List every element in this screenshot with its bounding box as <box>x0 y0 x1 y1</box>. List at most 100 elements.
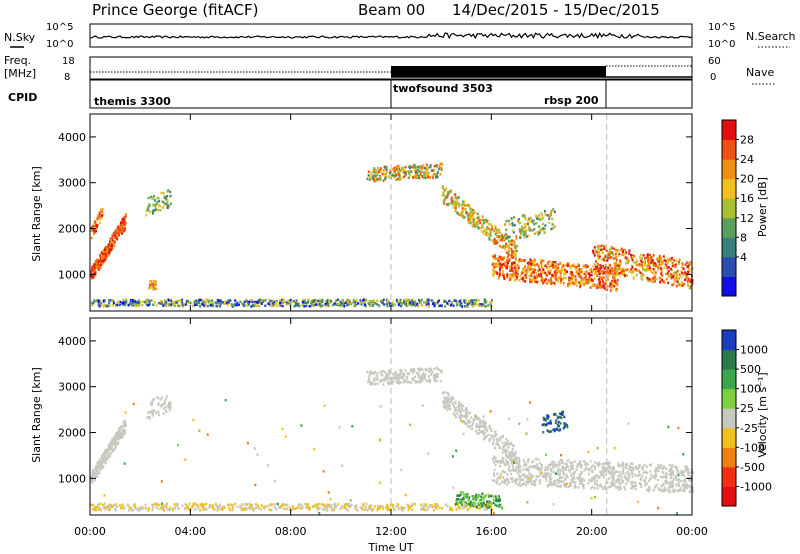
velocity-cell <box>101 454 104 457</box>
power-cell <box>362 301 365 305</box>
freq-label-line1: Freq. <box>4 54 31 67</box>
velocity-cell <box>90 479 93 483</box>
power-cell <box>645 269 648 272</box>
velocity-cell <box>574 481 577 484</box>
power-cell <box>434 173 437 176</box>
velocity-cell <box>519 471 522 474</box>
velocity-cell <box>604 486 607 490</box>
velocity-cell <box>543 468 546 472</box>
velocity-cell <box>370 370 373 373</box>
velocity-cell <box>110 440 113 444</box>
power-cell <box>577 263 580 266</box>
velocity-cell <box>616 470 619 473</box>
velocity-cell <box>103 502 106 506</box>
power-cell <box>528 263 531 266</box>
power-cell <box>503 239 506 242</box>
velocity-cell <box>570 465 572 469</box>
velocity-cell <box>383 379 386 382</box>
velocity-cell <box>364 507 367 510</box>
velocity-cell <box>108 455 111 458</box>
velocity-cell <box>597 462 600 465</box>
velocity-cell <box>480 424 483 428</box>
velocity-cell <box>492 441 495 445</box>
velocity-cell <box>403 372 406 376</box>
power-cell <box>505 251 508 254</box>
power-cell <box>467 221 470 224</box>
velocity-cell <box>562 479 565 483</box>
velocity-cell <box>157 410 160 413</box>
power-cell <box>663 281 666 284</box>
velocity-cell <box>676 489 679 492</box>
velocity-cell <box>155 506 158 509</box>
velocity-cell <box>106 451 109 454</box>
velocity-cell <box>606 462 609 466</box>
power-cell <box>568 264 571 268</box>
power-cell <box>506 255 509 259</box>
power-cell <box>318 298 321 302</box>
noise-panel-frame <box>89 23 693 48</box>
power-cell <box>454 209 457 213</box>
power-cell <box>594 268 597 271</box>
velocity-cell <box>550 478 553 481</box>
power-cell <box>601 251 604 255</box>
velocity-cell <box>98 506 101 510</box>
velocity-cell <box>304 502 307 506</box>
velocity-cell <box>370 504 373 507</box>
velocity-cell <box>152 504 155 507</box>
velocity-cell <box>108 508 111 511</box>
velocity-cell <box>598 476 601 480</box>
power-cell <box>393 166 396 170</box>
power-cell <box>557 263 560 266</box>
power-cell <box>551 281 553 284</box>
velocity-cell <box>468 421 471 424</box>
power-cell <box>169 303 172 307</box>
power-cell <box>568 276 571 279</box>
power-cell <box>645 256 648 259</box>
velocity-cell <box>600 471 603 474</box>
power-cell <box>672 274 675 277</box>
colorbar-segment <box>722 237 736 258</box>
power-cell <box>106 246 109 249</box>
velocity-cell <box>555 463 558 467</box>
power-cell <box>444 196 447 199</box>
velocity-cell <box>515 459 518 462</box>
power-cell <box>522 279 525 282</box>
velocity-cell <box>558 477 561 480</box>
power-cell <box>518 221 520 225</box>
power-cell <box>167 189 170 192</box>
velocity-cell <box>525 468 527 471</box>
velocity-cell <box>493 468 496 472</box>
power-cell <box>512 231 515 234</box>
velocity-cell <box>107 506 110 510</box>
power-cell <box>651 280 654 284</box>
velocity-cell <box>368 378 371 382</box>
velocity-cell <box>532 483 535 486</box>
velocity-cell <box>611 471 614 474</box>
power-cell <box>648 278 651 281</box>
velocity-cell <box>678 484 681 487</box>
power-cell <box>648 256 651 260</box>
power-cell <box>207 301 210 305</box>
power-cell <box>179 299 182 302</box>
power-cell <box>421 167 424 171</box>
power-cell <box>391 301 394 304</box>
velocity-cell <box>335 504 338 508</box>
velocity-cell <box>94 467 97 471</box>
power-cell <box>541 270 543 274</box>
power-cell <box>623 271 626 275</box>
power-cell <box>404 301 407 304</box>
velocity-cell <box>461 506 464 509</box>
power-cell <box>306 301 309 304</box>
power-cell <box>601 286 604 289</box>
power-cell <box>169 202 172 206</box>
velocity-cell <box>434 376 437 380</box>
power-cell <box>573 282 576 286</box>
power-colorbar-label: Power [dB] <box>756 177 769 237</box>
colorbar-segment <box>722 198 736 219</box>
velocity-cell <box>631 483 633 487</box>
velocity-cell <box>481 502 484 506</box>
power-cell <box>93 263 96 266</box>
nave-label: Nave <box>746 66 774 79</box>
velocity-cell <box>476 432 479 435</box>
power-cell <box>491 263 494 266</box>
